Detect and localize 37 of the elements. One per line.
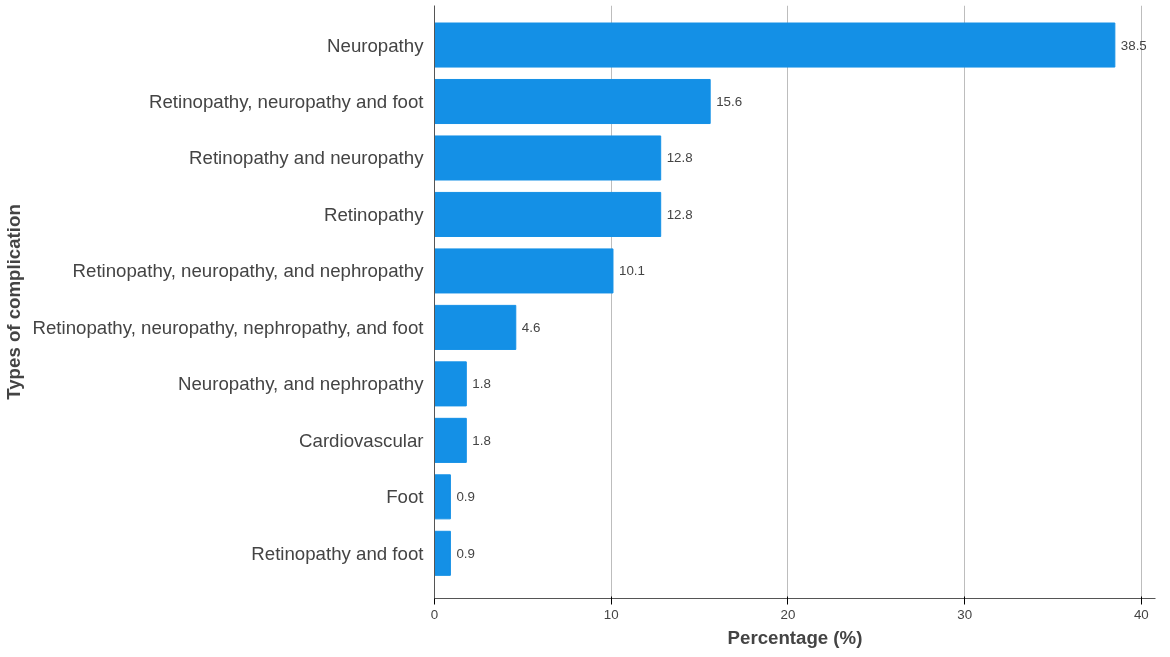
bar <box>434 417 467 463</box>
x-tick-label: 0 <box>430 606 439 622</box>
data-label: 1.8 <box>472 376 491 392</box>
y-tick-label: Retinopathy, neuropathy and foot <box>148 91 425 113</box>
data-label: 12.8 <box>666 206 693 222</box>
data-label: 0.9 <box>456 489 475 505</box>
bar <box>434 191 662 237</box>
y-tick-label: Retinopathy, neuropathy, nephropathy, and foot <box>32 316 425 338</box>
y-tick-label: Foot <box>386 486 425 508</box>
y-tick-label: Retinopathy and foot <box>251 542 425 564</box>
bar <box>434 474 451 520</box>
data-label: 4.6 <box>521 319 541 335</box>
y-tick-label: Cardiovascular <box>299 429 424 451</box>
x-tick-label: 10 <box>603 606 619 622</box>
bar <box>434 22 1116 68</box>
y-tick-label: Retinopathy, neuropathy, and nephropathy <box>72 260 425 282</box>
data-label: 10.1 <box>618 263 645 279</box>
data-label: 1.8 <box>472 432 491 448</box>
data-label: 38.5 <box>1120 37 1147 53</box>
bar <box>434 135 662 181</box>
x-tick-label: 30 <box>957 606 973 622</box>
data-label: 15.6 <box>716 94 743 110</box>
x-tick-label: 40 <box>1133 606 1149 622</box>
x-tick-label: 20 <box>780 606 796 622</box>
y-tick-label: Neuropathy, and nephropathy <box>178 373 425 395</box>
bar <box>434 304 517 350</box>
data-label: 0.9 <box>456 545 475 561</box>
y-tick-label: Retinopathy and neuropathy <box>189 147 425 169</box>
y-tick-label: Retinopathy <box>323 203 425 225</box>
bar <box>434 530 451 576</box>
bar <box>434 78 711 125</box>
bar <box>434 361 467 407</box>
y-tick-label: Neuropathy <box>327 34 425 56</box>
bar <box>434 248 614 294</box>
y-axis-title: Types of complication <box>3 204 25 400</box>
x-axis-title: Percentage (%) <box>727 626 863 648</box>
data-label: 12.8 <box>666 150 693 166</box>
